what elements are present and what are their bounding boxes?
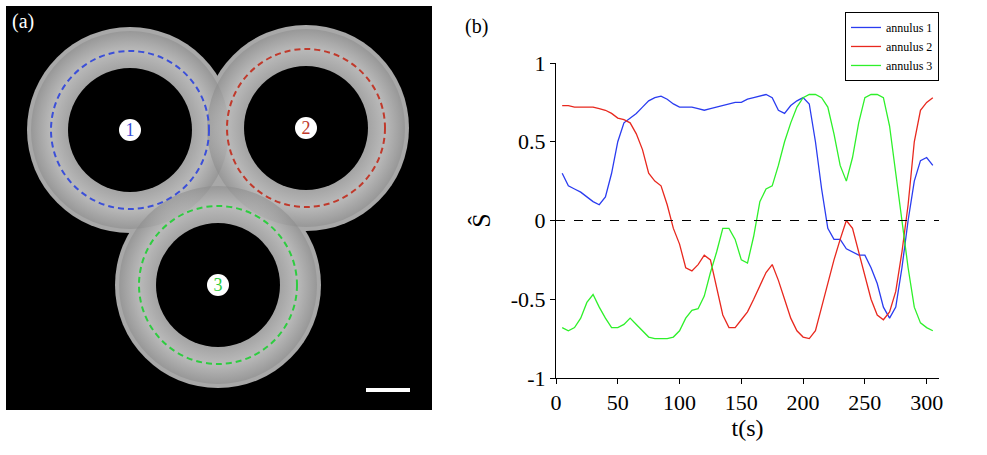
svg-text:Ŝ: Ŝ [467,213,496,227]
svg-text:100: 100 [663,390,696,415]
svg-text:(a): (a) [12,10,34,33]
svg-text:annulus 3: annulus 3 [886,59,932,73]
svg-text:250: 250 [848,390,881,415]
svg-text:2: 2 [302,118,311,138]
svg-text:annulus 1: annulus 1 [886,21,932,35]
svg-text:3: 3 [214,275,223,295]
svg-text:0: 0 [535,208,546,233]
svg-text:300: 300 [910,390,943,415]
svg-text:0.5: 0.5 [518,129,546,154]
svg-text:1: 1 [535,51,546,76]
svg-text:50: 50 [607,390,629,415]
svg-text:200: 200 [787,390,820,415]
svg-text:-1: -1 [527,366,545,391]
svg-text:-0.5: -0.5 [511,287,546,312]
svg-text:0: 0 [551,390,562,415]
svg-text:(b): (b) [465,15,488,38]
svg-text:annulus 2: annulus 2 [886,40,932,54]
svg-text:150: 150 [725,390,758,415]
svg-text:1: 1 [126,120,135,140]
svg-text:t(s): t(s) [732,415,764,441]
